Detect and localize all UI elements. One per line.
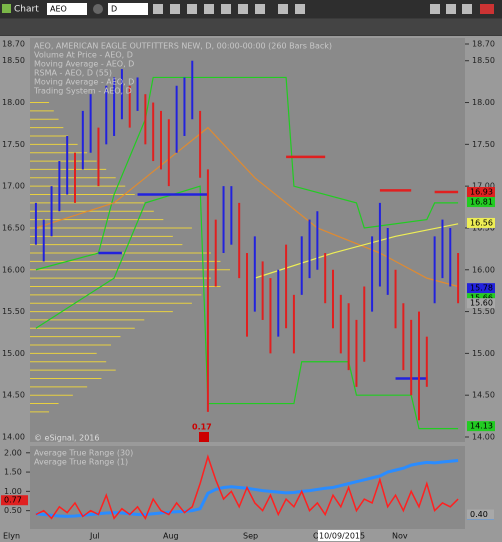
legend-entry: AEO, AMERICAN EAGLE OUTFITTERS NEW, D, 0… <box>34 42 332 51</box>
y-tick-label: 18.70 <box>472 40 495 49</box>
legend-entry: Trading System - AEO, D <box>33 87 132 96</box>
window-title: Chart <box>14 5 39 15</box>
toolbar-icon[interactable] <box>187 4 197 14</box>
toolbar-icon[interactable] <box>221 4 231 14</box>
atr-line <box>35 454 459 520</box>
indicator-line <box>35 126 459 288</box>
window-button[interactable] <box>446 4 456 14</box>
y-tick-label: 17.50 <box>472 140 495 149</box>
corner-label: Elyn <box>3 532 20 541</box>
close-button[interactable] <box>480 4 494 14</box>
y-tick-label: 15.50 <box>2 307 25 316</box>
toolbar-icon[interactable] <box>204 4 214 14</box>
copyright: © eSignal, 2016 <box>34 434 99 443</box>
y-tick-label: 0.50 <box>4 506 22 515</box>
y-tick-label: 16.00 <box>472 265 495 274</box>
y-tick-label: 14.50 <box>2 391 25 400</box>
price-label-box <box>467 298 495 309</box>
toolbar-icon[interactable] <box>278 4 288 14</box>
y-tick-label: 18.00 <box>472 98 495 107</box>
price-label-box <box>467 217 495 228</box>
y-tick-label: 17.00 <box>472 182 495 191</box>
x-tick-label: Nov <box>392 532 408 541</box>
legend-entry: Moving Average - AEO, D <box>34 78 134 87</box>
toolbar-icon[interactable] <box>255 4 265 14</box>
y-tick-label: 15.00 <box>472 349 495 358</box>
toolbar-icon[interactable] <box>170 4 180 14</box>
indicator-line <box>35 185 459 430</box>
value-label-box <box>467 509 494 520</box>
x-tick-label: Aug <box>163 532 179 541</box>
legend-entry: Average True Range (30) <box>34 449 133 458</box>
value-label: 0.40 <box>470 510 488 519</box>
y-tick-label: 17.00 <box>2 182 25 191</box>
value-label-box <box>1 495 28 506</box>
x-axis <box>0 530 502 542</box>
y-tick-label: 17.50 <box>2 140 25 149</box>
price-label: 16.93 <box>470 188 493 197</box>
price-label: 16.56 <box>470 218 493 227</box>
value-label: 0.77 <box>4 496 22 505</box>
window-button[interactable] <box>462 4 472 14</box>
toolbar-icons <box>153 4 494 14</box>
price-label: 16.81 <box>470 198 493 207</box>
price-label-box <box>467 197 495 208</box>
price-label: 15.66 <box>470 294 493 303</box>
toolbar-icon[interactable] <box>295 4 305 14</box>
legend-entry: RSMA - AEO, D (55) <box>34 69 112 78</box>
event-marker <box>199 432 209 442</box>
price-label: 15.60 <box>470 299 493 308</box>
y-tick-label: 14.00 <box>472 433 495 442</box>
symbol-input[interactable] <box>47 3 87 15</box>
price-label-box <box>467 187 495 198</box>
x-tick-label: Jul <box>89 532 100 541</box>
x-tick-label: Sep <box>243 532 258 541</box>
legend-entry: Volume At Price - AEO, D <box>34 51 133 60</box>
y-tick-label: 2.00 <box>4 448 22 457</box>
x-tick-label: 10/09/2015 <box>319 532 365 541</box>
y-tick-label: 18.70 <box>2 40 25 49</box>
y-tick-label: 15.50 <box>472 307 495 316</box>
toolbar-icon[interactable] <box>238 4 248 14</box>
y-tick-label: 14.00 <box>2 433 25 442</box>
settings-button[interactable] <box>93 4 103 14</box>
app-icon <box>2 4 11 13</box>
interval-text: D <box>111 5 117 14</box>
price-label: 14.13 <box>470 422 493 431</box>
indicator-line <box>254 223 459 279</box>
price-panel <box>30 38 465 442</box>
y-tick-label: 18.50 <box>2 56 25 65</box>
y-tick-label: 18.50 <box>472 56 495 65</box>
date-highlight <box>318 530 360 541</box>
y-tick-label: 14.50 <box>472 391 495 400</box>
interval-input[interactable] <box>108 3 148 15</box>
price-label-box <box>467 293 495 304</box>
y-tick-label: 15.00 <box>2 349 25 358</box>
y-tick-label: 16.50 <box>2 223 25 232</box>
annotation: 0.17 <box>192 423 212 432</box>
y-tick-label: 1.50 <box>4 468 22 477</box>
legend-entry: Average True Range (1) <box>34 458 128 467</box>
window-button[interactable] <box>430 4 440 14</box>
y-tick-label: 16.00 <box>2 265 25 274</box>
toolbar-icon[interactable] <box>153 4 163 14</box>
symbol-text: AEO <box>50 5 67 14</box>
drawing-toolbar <box>0 19 502 35</box>
price-label: 15.78 <box>470 284 493 293</box>
y-tick-label: 1.00 <box>4 487 22 496</box>
y-tick-label: 16.50 <box>472 223 495 232</box>
price-label-box <box>467 421 495 432</box>
legend-entry: Moving Average - AEO, D <box>34 60 134 69</box>
y-tick-label: 18.00 <box>2 98 25 107</box>
price-label-box <box>467 283 495 294</box>
